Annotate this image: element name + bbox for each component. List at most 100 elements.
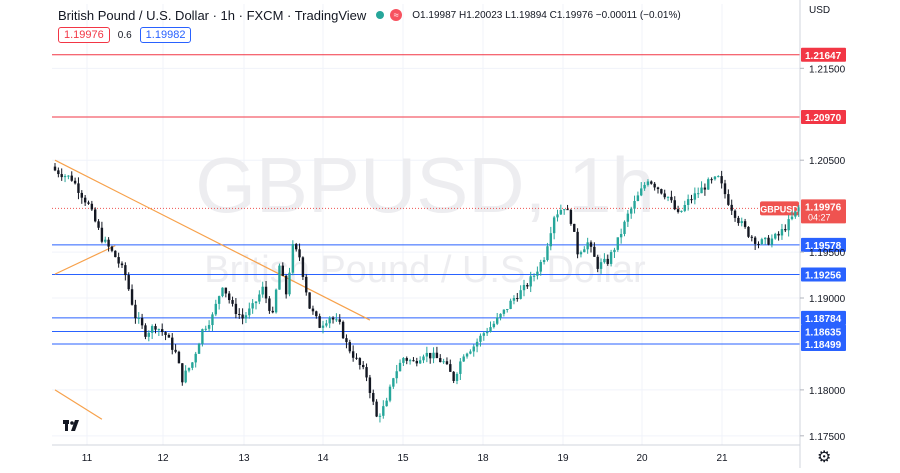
candle-body [526, 284, 529, 287]
candle-body [693, 193, 697, 200]
candle-body [184, 370, 187, 383]
candle-body [707, 179, 710, 190]
candle-body [214, 303, 217, 315]
candle-body [764, 237, 767, 240]
candle-body [362, 364, 365, 368]
candle-body [311, 308, 315, 312]
candle-body [737, 217, 740, 224]
y-tick-label: 1.19000 [809, 294, 846, 305]
candle-body [777, 233, 780, 236]
candle-body [338, 319, 341, 322]
candle-body [248, 308, 251, 316]
candle-body [549, 233, 552, 247]
candle-body [797, 207, 800, 212]
tradingview-logo-icon[interactable] [63, 420, 79, 431]
watermark-symbol: GBPUSD, 1h [195, 141, 655, 229]
candle-body [747, 226, 750, 237]
spread-value: 0.6 [117, 29, 132, 41]
candle-body [90, 203, 94, 210]
candle-body [563, 209, 566, 211]
candle-body [429, 352, 432, 359]
candle-body [305, 276, 308, 293]
ohlc-values: O1.19987 H1.20023 L1.19894 C1.19976 −0.0… [412, 10, 680, 21]
candle-body [412, 360, 415, 362]
x-tick-label: 19 [557, 453, 569, 464]
level-label: 1.20970 [805, 113, 842, 124]
gear-icon[interactable]: ⚙ [817, 449, 832, 466]
candle-body [365, 367, 368, 378]
y-tick-label: 1.17500 [809, 432, 846, 443]
candle-body [140, 318, 144, 326]
candle-body [579, 252, 583, 255]
candle-body [331, 317, 335, 320]
chart-header: British Pound / U.S. Dollar · 1h · FXCM … [58, 6, 681, 24]
x-tick-label: 21 [716, 453, 728, 464]
candle-body [137, 318, 140, 320]
candle-body [194, 353, 197, 363]
level-label: 1.18499 [805, 340, 842, 351]
candle-body [258, 294, 261, 302]
candle-body [60, 174, 63, 178]
candle-body [566, 209, 569, 211]
quote-row: 1.19976 0.6 1.19982 [58, 27, 192, 43]
candle-body [653, 183, 656, 188]
candle-body [274, 289, 278, 313]
candle-body [512, 298, 516, 301]
candle-body [559, 210, 563, 215]
candle-body [509, 300, 512, 309]
candle-body [382, 406, 385, 416]
candle-body [77, 183, 80, 193]
symbol-tag-bg [760, 201, 799, 216]
candle-body [408, 360, 412, 362]
candle-body [596, 256, 599, 269]
candle-body [710, 179, 713, 181]
candle-body [171, 337, 174, 350]
candle-body [328, 317, 331, 324]
candle-body [392, 378, 395, 387]
candle-body [418, 360, 422, 364]
level-label-bg [801, 324, 846, 339]
currency-label[interactable]: USD [809, 5, 831, 16]
candle-body [251, 303, 254, 309]
candle-body [325, 323, 328, 326]
candle-body [281, 265, 284, 276]
candle-body [83, 197, 87, 203]
candle-body [633, 200, 636, 209]
candle-body [181, 363, 184, 383]
last-price-label: 1.19976 [805, 202, 842, 213]
candle-body [284, 275, 288, 295]
candle-body [455, 373, 459, 381]
candle-body [613, 249, 616, 253]
candle-body [733, 210, 737, 218]
candle-body [740, 221, 743, 224]
buy-button[interactable]: 1.19982 [139, 27, 192, 43]
candle-body [502, 309, 506, 314]
candle-body [114, 250, 117, 258]
candle-body [144, 325, 147, 337]
candles [53, 163, 800, 423]
ohlc-open: O1.19987 [412, 9, 457, 21]
candle-body [626, 213, 630, 222]
level-label: 1.19578 [805, 241, 842, 252]
candle-body [207, 325, 211, 329]
symbol-title[interactable]: British Pound / U.S. Dollar · 1h · FXCM … [58, 7, 367, 23]
candle-body [435, 352, 439, 359]
candle-body [341, 321, 345, 339]
level-label-bg [801, 110, 846, 125]
candle-body [201, 329, 204, 344]
sell-button[interactable]: 1.19976 [58, 27, 110, 43]
candle-body [676, 209, 680, 212]
candle-body [727, 194, 730, 205]
candle-body [388, 386, 392, 401]
candle-body [760, 239, 764, 245]
candle-body [723, 183, 727, 195]
candle-body [536, 271, 539, 276]
trendlines [54, 159, 371, 420]
candle-body [496, 317, 499, 324]
candle-body [425, 352, 429, 357]
candle-body [784, 229, 787, 231]
indicator-wave-icon[interactable]: ≈ [390, 9, 403, 21]
x-tick-label: 13 [238, 453, 250, 464]
